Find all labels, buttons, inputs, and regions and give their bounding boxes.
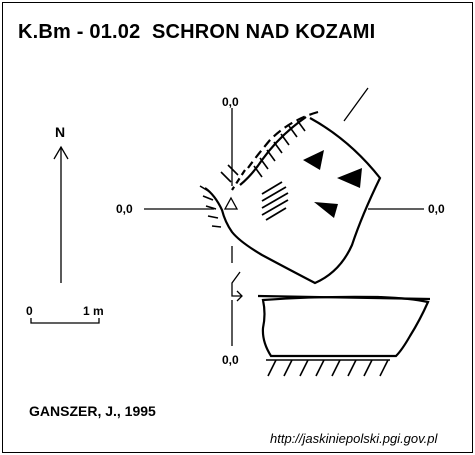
scale-zero-label: 0	[26, 304, 33, 318]
survey-point-icon	[223, 196, 239, 210]
ground-hachures	[266, 359, 390, 377]
page-title: K.Bm - 01.02 SCHRON NAD KOZAMI	[18, 21, 376, 43]
reference-cross	[144, 87, 424, 346]
cave-outline-lower	[257, 294, 431, 358]
scale-bar	[30, 318, 100, 324]
grid-label-bottom: 0,0	[222, 353, 239, 367]
grid-label-top: 0,0	[222, 95, 239, 109]
scale-length-label: 1 m	[83, 304, 104, 318]
steps-symbol	[261, 181, 289, 221]
north-arrow-icon	[53, 145, 69, 283]
grid-label-left: 0,0	[116, 202, 133, 216]
passage-arrow-icon	[231, 271, 243, 302]
grid-label-right: 0,0	[428, 202, 445, 216]
hachures-entrance	[199, 185, 222, 228]
hachures-upper	[220, 119, 306, 183]
rock-blocks	[303, 150, 362, 218]
author-credit: GANSZER, J., 1995	[29, 403, 156, 419]
source-link[interactable]: http://jaskiniepolski.pgi.gov.pl	[270, 431, 438, 446]
north-label: N	[55, 124, 66, 140]
